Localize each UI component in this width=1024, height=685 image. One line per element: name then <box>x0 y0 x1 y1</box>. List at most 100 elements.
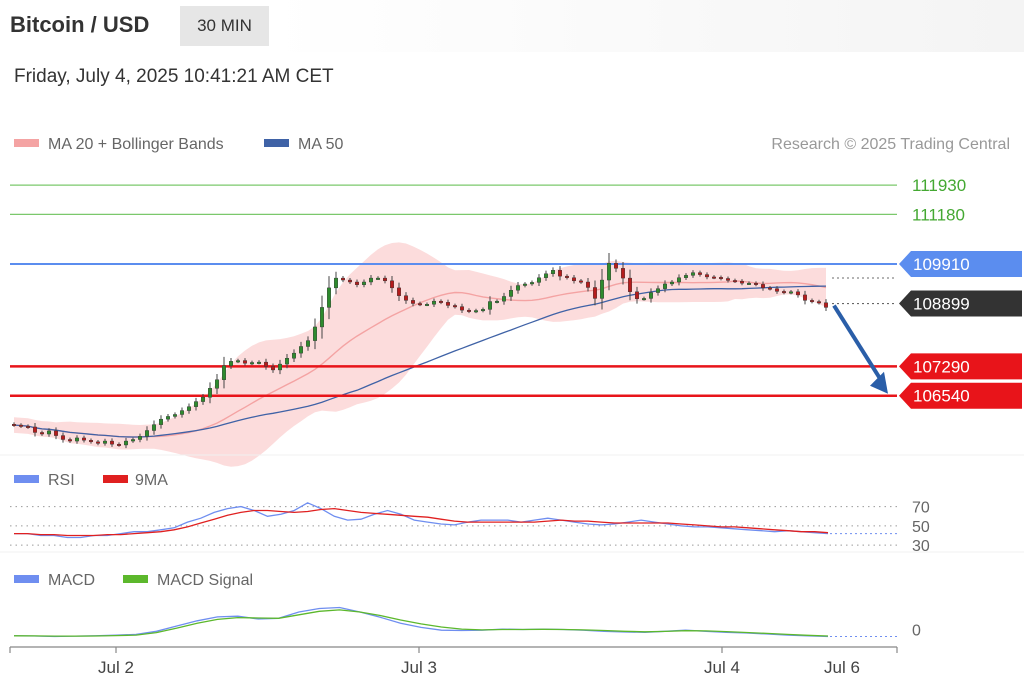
candle <box>558 266 563 281</box>
candle-body <box>537 277 542 283</box>
candle-body <box>40 432 45 435</box>
candle-body <box>123 440 128 446</box>
candle-body <box>460 306 465 311</box>
candle <box>747 281 752 286</box>
candle <box>292 349 297 362</box>
candle <box>95 440 100 446</box>
candle <box>26 424 31 429</box>
candle <box>271 363 276 373</box>
candle-body <box>116 443 121 446</box>
candle-body <box>712 276 717 279</box>
candle <box>453 303 458 309</box>
candle-body <box>782 291 787 294</box>
candle <box>418 301 423 307</box>
candle <box>635 286 640 304</box>
candle-body <box>621 268 626 279</box>
candle-body <box>19 424 24 427</box>
level-tag-109910 <box>899 251 1022 278</box>
credit-text: Research © 2025 Trading Central <box>771 136 1010 153</box>
candle-body <box>299 346 304 354</box>
legend-swatch-9ma <box>103 475 128 483</box>
candle-body <box>817 301 822 304</box>
rsi-series-rsi <box>14 502 829 539</box>
candle-body <box>495 300 500 303</box>
candle-body <box>179 410 184 415</box>
candle-body <box>733 280 738 283</box>
legend-macd-signal: MACD Signal <box>157 572 253 589</box>
candle-body <box>249 362 254 365</box>
candle-body <box>11 424 16 426</box>
candle-body <box>516 285 521 291</box>
candle <box>355 279 360 288</box>
candle-body <box>81 437 86 441</box>
timeframe-button[interactable]: 30 MIN <box>180 6 269 46</box>
candle-body <box>200 397 205 402</box>
candle <box>495 299 500 304</box>
candle-body <box>425 304 430 306</box>
header-fade <box>270 0 1024 52</box>
legend-macd: MACD <box>48 572 95 589</box>
candle-body <box>432 300 437 305</box>
candle-body <box>579 280 584 283</box>
rsi-level-label-50: 50 <box>912 519 930 536</box>
candle <box>278 359 283 375</box>
candle-body <box>306 340 311 347</box>
candle <box>824 299 829 311</box>
candle-body <box>509 290 514 297</box>
candle <box>488 296 493 315</box>
candle <box>397 282 402 301</box>
candle <box>334 271 339 295</box>
candle <box>362 279 367 288</box>
level-tag-106540 <box>899 382 1022 409</box>
candle <box>551 267 556 277</box>
candle <box>242 358 247 366</box>
candle-body <box>130 439 135 442</box>
candle-body <box>74 437 79 442</box>
rsi-level-label-70: 70 <box>912 500 930 517</box>
candle <box>698 270 703 277</box>
candle-body <box>320 307 325 328</box>
candle <box>474 308 479 314</box>
candle <box>642 296 647 301</box>
candle <box>467 308 472 314</box>
candle-body <box>705 274 710 278</box>
macd-series-signal <box>13 609 829 637</box>
candle <box>614 259 619 273</box>
candle-body <box>663 283 668 289</box>
candle-body <box>151 424 156 431</box>
candle <box>81 435 86 443</box>
candle-body <box>88 440 93 443</box>
rsi-panel: 70 50 30 <box>10 500 930 555</box>
candle-body <box>551 270 556 275</box>
candle-body <box>607 263 612 281</box>
candle <box>705 272 710 280</box>
candle <box>341 276 346 283</box>
candle <box>257 360 262 365</box>
candle <box>228 357 233 369</box>
candle <box>235 358 240 364</box>
candle <box>789 289 794 295</box>
candle-body <box>348 279 353 283</box>
candle-body <box>186 406 191 411</box>
candle-body <box>810 300 815 303</box>
candle-body <box>264 361 269 367</box>
ma50-line <box>13 285 827 438</box>
candle <box>327 276 332 320</box>
candle-body <box>698 272 703 275</box>
candle <box>537 274 542 286</box>
candle-body <box>418 303 423 306</box>
candle-body <box>523 283 528 286</box>
candle-body <box>158 418 163 425</box>
candle <box>621 261 626 285</box>
candle-body <box>481 309 486 312</box>
candle-body <box>789 291 794 294</box>
candle-body <box>824 302 829 308</box>
macd-series-macd <box>13 606 829 638</box>
candle <box>481 307 486 313</box>
candle-body <box>565 275 570 278</box>
candle <box>726 276 731 283</box>
candle <box>214 373 219 395</box>
candle-body <box>768 287 773 290</box>
candle-body <box>649 292 654 299</box>
candle-body <box>558 270 563 277</box>
